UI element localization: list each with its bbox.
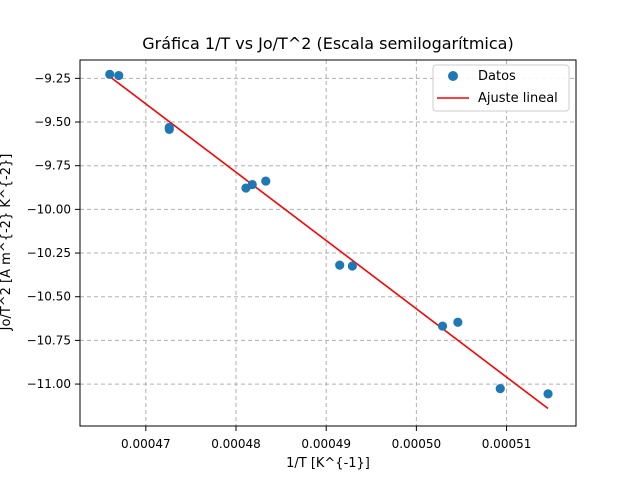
data-point xyxy=(495,384,505,394)
x-axis: 0.00047 0.00048 0.00049 0.00050 0.00051 xyxy=(121,426,531,451)
plot-area xyxy=(79,59,577,427)
legend-datos-marker xyxy=(448,71,458,81)
legend-box xyxy=(432,64,570,112)
legend-datos-label: Datos xyxy=(478,69,516,84)
data-point xyxy=(164,124,174,134)
data-point xyxy=(247,179,257,190)
chart-title: Gráfica 1/T vs Jo/T^2 (Escala semilogarí… xyxy=(142,34,513,53)
grid xyxy=(80,60,576,426)
legend-fit-label: Ajuste lineal xyxy=(478,91,558,106)
y-axis: −9.25 −9.50 −9.75 −10.00 −10.25 −10.50 −10.75 −… xyxy=(27,71,80,391)
y-axis-label: Jo/T^2 [A m^{-2} K^{-2}] xyxy=(0,154,14,332)
data-points-layer xyxy=(105,69,553,399)
data-point xyxy=(347,261,357,271)
y-tick-label: −9.25 xyxy=(34,71,71,85)
data-point xyxy=(543,389,553,399)
y-tick-label: −10.50 xyxy=(27,290,71,304)
y-tick-label: −9.75 xyxy=(34,159,71,173)
legend-item-ajuste-lineal: Ajuste lineal xyxy=(437,91,558,106)
data-point xyxy=(453,317,463,327)
x-tick-label: 0.00047 xyxy=(121,437,171,451)
plot-border xyxy=(79,59,577,427)
fit-line xyxy=(109,75,549,410)
y-tick-label: −10.25 xyxy=(27,246,71,260)
x-tick-label: 0.00049 xyxy=(301,437,351,451)
x-tick-label: 0.00051 xyxy=(482,437,532,451)
data-point xyxy=(105,69,115,79)
x-tick-label: 0.00048 xyxy=(211,437,261,451)
y-tick-label: −11.00 xyxy=(27,377,71,391)
y-tick-label: −10.00 xyxy=(27,202,71,216)
data-point xyxy=(335,260,345,270)
data-point xyxy=(114,70,124,81)
fit-line-layer xyxy=(109,75,549,410)
legend-item-datos: Datos xyxy=(448,69,516,84)
legend: Datos Ajuste lineal xyxy=(432,64,570,112)
x-tick-label: 0.00050 xyxy=(392,437,442,451)
x-axis-label: 1/T [K^{-1}] xyxy=(286,456,370,471)
y-tick-label: −9.50 xyxy=(34,115,71,129)
data-point xyxy=(437,321,448,331)
data-point xyxy=(261,176,271,186)
y-tick-label: −10.75 xyxy=(27,333,71,347)
